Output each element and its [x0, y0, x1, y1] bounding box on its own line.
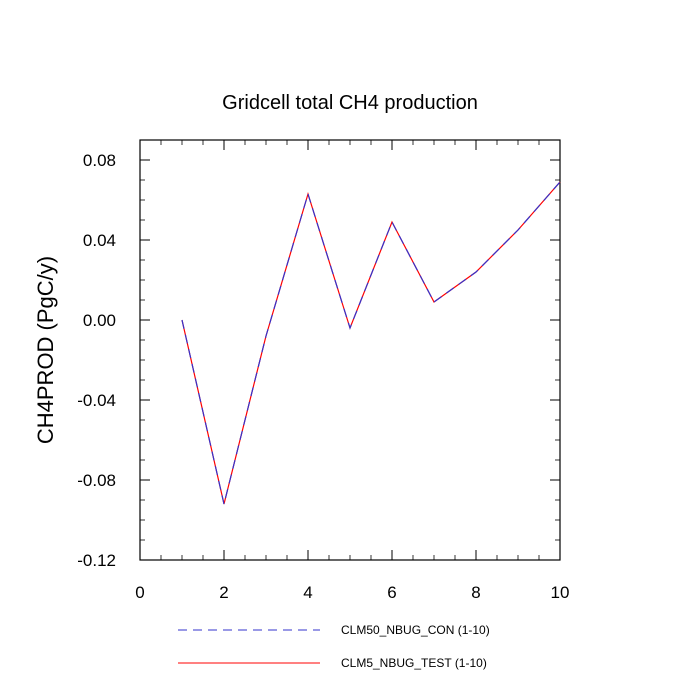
- x-tick-label: 10: [551, 583, 570, 602]
- y-tick-label: 0.00: [83, 311, 116, 330]
- y-axis-label: CH4PROD (PgC/y): [33, 256, 58, 444]
- chart-title: Gridcell total CH4 production: [222, 92, 478, 114]
- y-tick-label: -0.04: [77, 391, 116, 410]
- x-tick-label: 2: [219, 583, 228, 602]
- series-lines: [181, 181, 561, 505]
- y-tick-labels: -0.12 -0.08 -0.04 0.00 0.04 0.08: [77, 151, 116, 570]
- x-tick-labels: 0 2 4 6 8 10: [135, 583, 569, 602]
- y-tick-label: -0.12: [77, 551, 116, 570]
- plot-frame: [139, 139, 561, 561]
- legend-label: CLM50_NBUG_CON (1-10): [341, 623, 490, 637]
- series-line-1: [181, 181, 561, 505]
- minor-ticks: [140, 140, 560, 560]
- x-tick-label: 0: [135, 583, 144, 602]
- x-tick-label: 6: [387, 583, 396, 602]
- legend-label: CLM5_NBUG_TEST (1-10): [341, 656, 487, 670]
- major-ticks: [139, 140, 561, 561]
- series-line-2: [181, 181, 561, 505]
- legend: CLM50_NBUG_CON (1-10) CLM5_NBUG_TEST (1-1…: [178, 623, 490, 670]
- y-tick-label: 0.08: [83, 151, 116, 170]
- x-tick-label: 8: [471, 583, 480, 602]
- y-tick-label: 0.04: [83, 231, 116, 250]
- y-tick-label: -0.08: [77, 471, 116, 490]
- x-tick-label: 4: [303, 583, 312, 602]
